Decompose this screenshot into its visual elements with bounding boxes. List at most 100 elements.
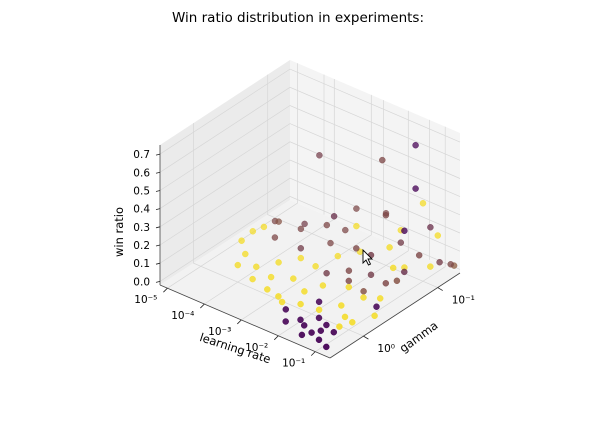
data-point-68 <box>360 294 367 301</box>
data-point-4 <box>330 213 338 220</box>
data-point-9 <box>434 232 442 239</box>
floor-pane <box>160 200 460 358</box>
data-point-79 <box>415 252 423 259</box>
z-grid-line-1 <box>159 177 461 264</box>
data-point-25 <box>275 218 282 225</box>
x-tick-mark-3 <box>273 335 279 341</box>
chart-title: Win ratio distribution in experiments: <box>172 10 424 26</box>
data-point-80 <box>386 244 393 251</box>
y-tick-label-0: 10⁰ <box>377 343 395 355</box>
data-point-66 <box>367 271 375 279</box>
data-point-67 <box>360 288 367 295</box>
data-point-70 <box>376 295 384 302</box>
x-tick-label-4: 10⁻¹ <box>282 358 305 370</box>
x-tick-label-3: 10⁻² <box>245 342 268 354</box>
left-wall-pane <box>160 60 290 285</box>
z-tick-label-7: 0.7 <box>133 149 150 161</box>
x-axis-line <box>159 284 331 359</box>
data-point-46 <box>345 267 353 274</box>
y-tick-label-1: 10⁻¹ <box>452 295 475 307</box>
data-point-0 <box>316 152 323 159</box>
data-point-42 <box>334 252 342 260</box>
data-point-73 <box>301 288 308 295</box>
data-point-41 <box>312 263 319 270</box>
data-point-45 <box>319 282 327 289</box>
data-point-24 <box>260 223 268 231</box>
data-point-21 <box>447 261 454 268</box>
data-point-56 <box>308 329 315 336</box>
data-point-40 <box>327 239 334 247</box>
data-point-50 <box>315 298 323 306</box>
x-tick-label-1: 10⁻⁴ <box>171 310 194 322</box>
data-point-20 <box>436 258 443 266</box>
data-point-59 <box>315 336 323 344</box>
z-tick-mark-2 <box>155 244 161 247</box>
z-tick-label-6: 0.6 <box>133 167 150 179</box>
x-tick-mark-0 <box>163 287 168 293</box>
z-tick-mark-6 <box>155 171 161 174</box>
z-tick-mark-4 <box>155 208 161 211</box>
z-grid-line-3 <box>159 141 461 228</box>
back-wall-pane <box>290 60 460 273</box>
data-point-14 <box>353 205 360 212</box>
y-axis-line <box>329 272 461 359</box>
z-tick-mark-0 <box>155 280 161 283</box>
data-point-8 <box>427 224 434 231</box>
x-tick-label-2: 10⁻³ <box>208 326 231 338</box>
data-point-16 <box>393 277 401 285</box>
axis-panes <box>160 60 460 358</box>
z-axis-label: win ratio <box>112 207 126 257</box>
x-tick-mark-1 <box>200 303 205 309</box>
data-point-58 <box>341 313 349 321</box>
data-point-54 <box>315 314 323 322</box>
data-points <box>234 141 458 351</box>
x-grid-line-3 <box>278 110 409 337</box>
data-point-34 <box>267 273 275 281</box>
data-point-31 <box>234 261 242 269</box>
data-point-15 <box>389 264 397 272</box>
data-point-28 <box>297 225 305 233</box>
data-point-18 <box>401 268 408 276</box>
data-point-61 <box>349 319 356 326</box>
z-grid-line-4 <box>159 123 461 209</box>
z-tick-label-4: 0.4 <box>133 204 150 216</box>
data-point-55 <box>338 302 345 309</box>
data-point-36 <box>290 275 297 282</box>
data-point-29 <box>238 237 245 244</box>
data-point-52 <box>315 306 323 314</box>
data-point-69 <box>382 280 390 287</box>
z-grid-line-7 <box>159 68 461 155</box>
data-point-75 <box>249 228 257 235</box>
z-tick-mark-1 <box>155 262 161 265</box>
x-tick-label-0: 10⁻⁵ <box>134 294 157 306</box>
data-point-26 <box>271 234 279 241</box>
data-point-74 <box>249 275 256 283</box>
y-tick-mark-1 <box>437 287 443 291</box>
data-point-57 <box>323 321 330 329</box>
data-point-1 <box>379 156 386 164</box>
z-grid-line-2 <box>159 159 461 246</box>
data-point-37 <box>275 293 282 300</box>
x-tick-mark-4 <box>310 351 316 356</box>
z-tick-label-2: 0.2 <box>133 240 150 252</box>
data-point-76 <box>342 226 349 234</box>
data-point-47 <box>278 298 286 306</box>
data-point-65 <box>345 283 353 291</box>
z-tick-label-5: 0.5 <box>133 185 150 197</box>
z-grid-line-5 <box>159 105 461 191</box>
data-point-82 <box>336 323 343 330</box>
data-point-64 <box>345 277 353 285</box>
data-point-12 <box>323 221 331 229</box>
data-point-62 <box>373 303 380 310</box>
data-point-78 <box>397 239 405 246</box>
data-point-53 <box>300 322 308 329</box>
z-tick-label-1: 0.1 <box>133 258 150 270</box>
data-point-83 <box>317 327 325 334</box>
axis-ticks: 10⁻⁵ 10⁻⁴ 10⁻³ 10⁻² 10⁻¹ 10⁰ 10⁻¹ 0.0 0.1 0.2 0.3 0… <box>133 149 475 370</box>
x-tick-mark-2 <box>237 319 242 325</box>
data-point-13 <box>353 222 360 230</box>
x-grid-line-4 <box>315 126 446 352</box>
y-grid-line-0 <box>193 123 364 337</box>
data-point-84 <box>371 312 378 320</box>
